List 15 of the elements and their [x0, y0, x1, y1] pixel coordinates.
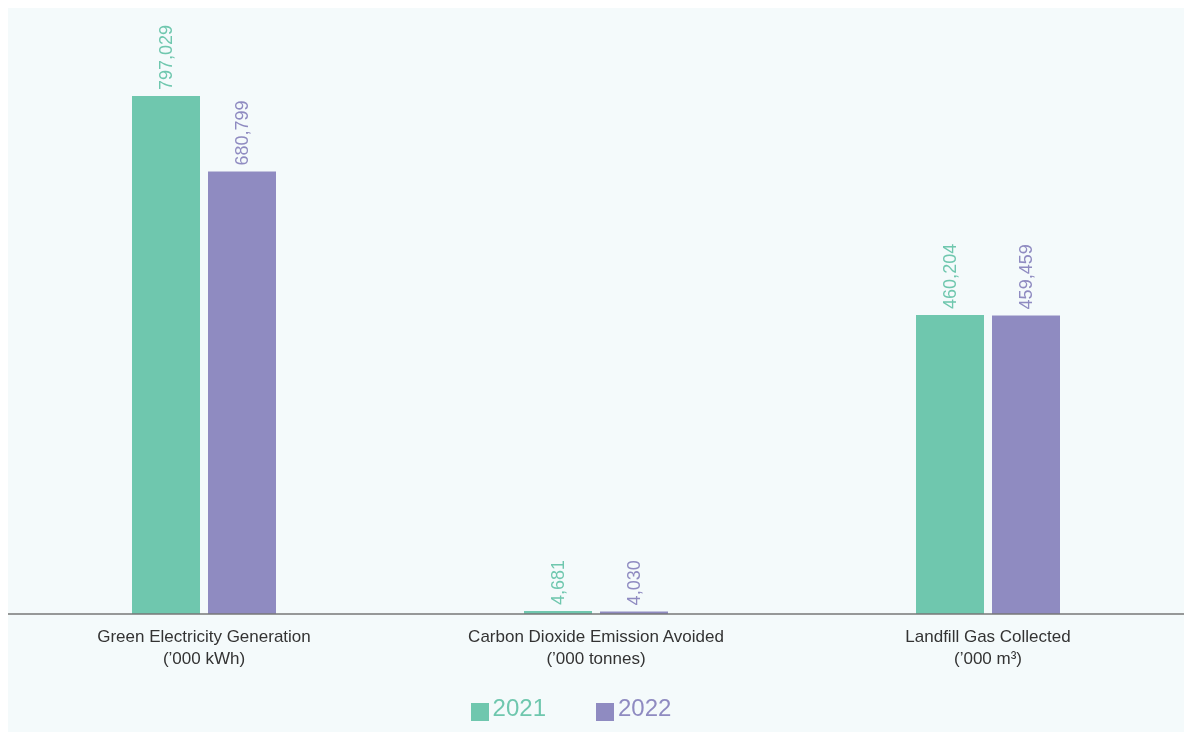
bar — [208, 171, 276, 614]
legend-label: 2022 — [618, 694, 672, 721]
x-tick-label: Carbon Dioxide Emission Avoided (’000 tonnes) — [468, 627, 724, 668]
legend-label: 2021 — [492, 694, 546, 721]
data-label: 797,029 — [156, 24, 176, 90]
bar — [132, 96, 200, 614]
data-label: 459,459 — [1016, 244, 1036, 310]
data-label: 4,681 — [548, 559, 568, 605]
bar — [916, 314, 984, 614]
data-label: 460,204 — [940, 243, 960, 309]
x-tick-label: Green Electricity Generation (’000 kWh) — [97, 627, 311, 668]
data-label: 680,799 — [232, 100, 252, 166]
bar — [992, 315, 1060, 614]
data-label: 4,030 — [624, 560, 644, 606]
x-tick-label: Landfill Gas Collected (’000 m³) — [905, 627, 1071, 668]
